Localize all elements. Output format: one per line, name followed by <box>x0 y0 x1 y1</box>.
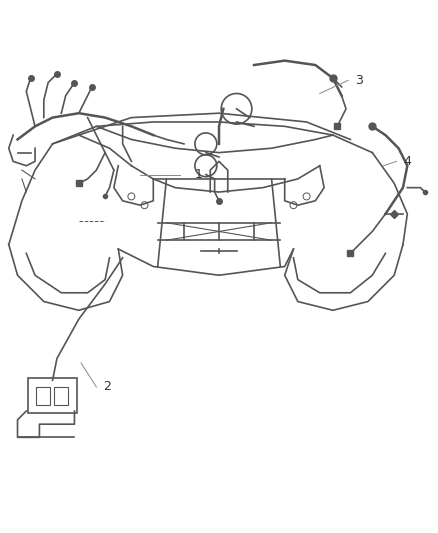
Text: 2: 2 <box>103 381 111 393</box>
Text: 1: 1 <box>195 168 203 181</box>
FancyBboxPatch shape <box>36 387 50 405</box>
Text: 3: 3 <box>355 74 363 87</box>
FancyBboxPatch shape <box>54 387 68 405</box>
FancyBboxPatch shape <box>28 378 77 413</box>
Text: 4: 4 <box>403 155 411 168</box>
